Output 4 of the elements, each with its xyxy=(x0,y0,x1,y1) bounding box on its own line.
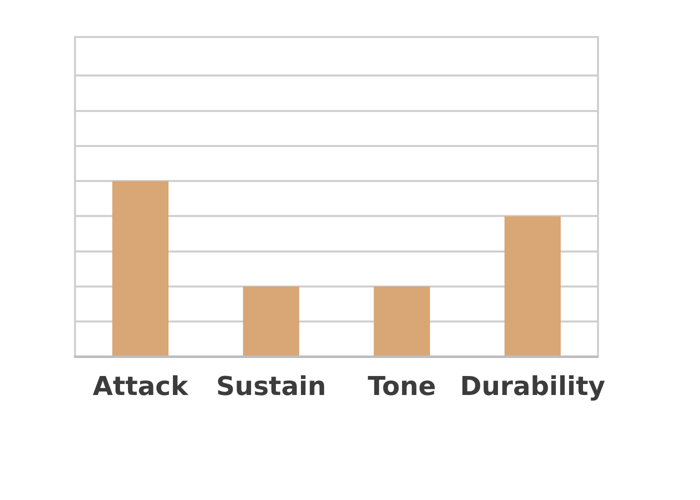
x-tick-label: Sustain xyxy=(216,372,326,402)
x-tick-label: Tone xyxy=(368,372,436,402)
x-tick-label: Attack xyxy=(92,372,189,402)
x-tick-label: Durability xyxy=(460,372,606,402)
